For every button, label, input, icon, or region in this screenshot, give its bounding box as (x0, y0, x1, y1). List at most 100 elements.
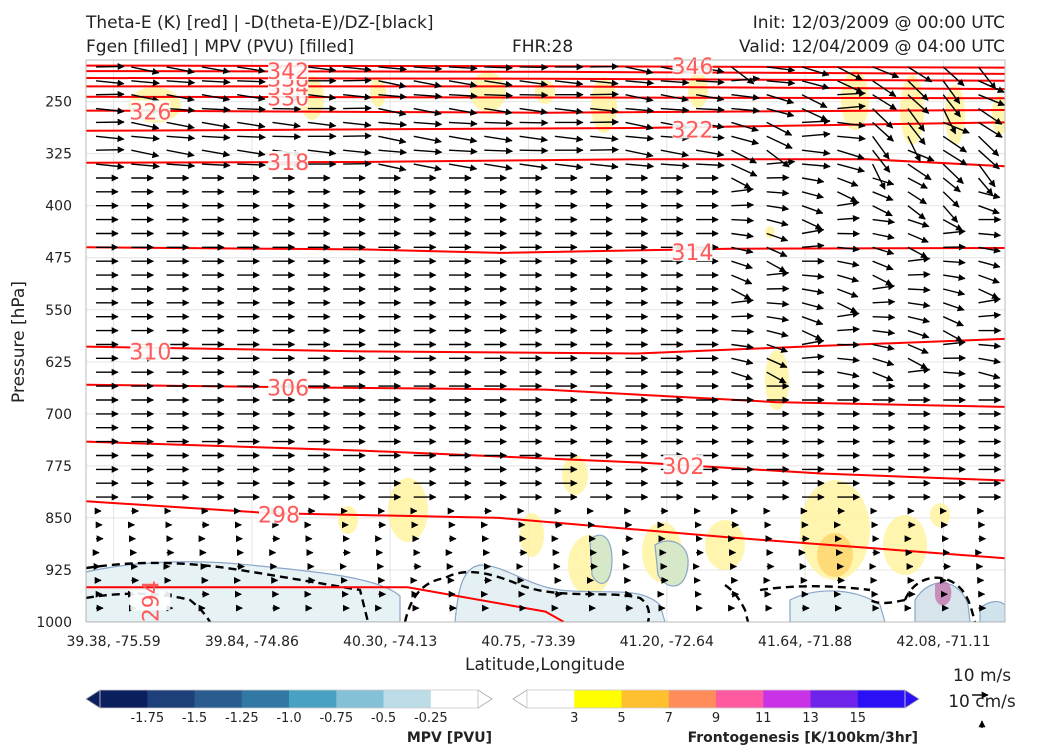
wind-vector (837, 149, 865, 160)
wind-vector (978, 121, 1003, 138)
wind-vector (731, 75, 760, 83)
wind-vector (131, 94, 160, 103)
wind-vector (942, 205, 959, 223)
wind-vector (801, 80, 830, 90)
wind-vector (237, 78, 266, 86)
y-tick-label: 925 (45, 563, 72, 579)
wind-vector (448, 147, 478, 155)
wind-reference: 10 m/s 10 cm/s (948, 666, 1016, 728)
theta-e-label-bg (672, 241, 713, 262)
fgen-blob (470, 72, 506, 112)
wind-vector (942, 108, 957, 135)
wind-vector (343, 148, 372, 156)
wind-vector (378, 65, 407, 73)
y-tick-label: 475 (45, 251, 72, 267)
wind-vector (872, 298, 896, 306)
wind-vector (343, 160, 372, 168)
theta-e-label-bg (672, 118, 713, 139)
wind-vector (801, 316, 824, 326)
wind-vector (237, 121, 266, 130)
init-time: Init: 12/03/2009 @ 00:00 UTC (752, 13, 1005, 33)
wind-vector (625, 121, 654, 131)
title-line-1: Theta-E (K) [red] | -D(theta-E)/DZ-[blac… (86, 13, 434, 33)
wind-vector (801, 288, 825, 296)
wind-vector (872, 80, 897, 98)
mpv_colorbar-swatch (241, 690, 290, 708)
wind-vector (872, 205, 893, 217)
mpv_colorbar-swatch (336, 690, 385, 708)
wind-vector (872, 357, 895, 367)
theta-e-contour-322 (86, 121, 1005, 132)
wind-vector (378, 120, 407, 128)
wind-vector (978, 231, 1002, 239)
wind-vector (942, 135, 967, 153)
wind-reference-horizontal: 10 m/s (953, 666, 1011, 686)
wind-vector (978, 80, 1005, 93)
wind-vector (131, 79, 160, 87)
wind-vector (766, 79, 796, 87)
x-tick-label: 40.75, -73.39 (481, 634, 575, 650)
wind-vector (95, 135, 125, 143)
stability-contour (86, 561, 370, 622)
wind-vector (942, 163, 964, 185)
theta-e-label-bg (268, 60, 309, 81)
theta-e-label: 346 (672, 55, 714, 80)
wind-vector (448, 120, 478, 128)
wind-vector (448, 80, 478, 89)
wind-vector (201, 133, 231, 141)
y-tick-label: 325 (45, 147, 72, 163)
theta-e-label: 322 (672, 118, 714, 143)
wind-vector (801, 107, 829, 122)
theta-e-label: 310 (129, 340, 171, 365)
mpv_colorbar-tick-label: -1.5 (182, 711, 207, 726)
wind-vector (731, 163, 758, 177)
theta-e-label: 342 (267, 60, 309, 85)
wind-vector (907, 135, 921, 163)
y-tick-label: 700 (45, 407, 72, 423)
wind-vector (625, 66, 654, 75)
wind-vector (942, 302, 965, 312)
stability-contour (759, 585, 871, 592)
wind-vector (484, 107, 513, 116)
wind-vector (166, 66, 195, 75)
fgen_colorbar-swatch (574, 690, 623, 708)
wind-vector (801, 117, 831, 125)
wind-vector (801, 242, 825, 250)
wind-vector (625, 149, 654, 159)
wind-vector (237, 133, 266, 141)
wind-vector (801, 338, 825, 346)
wind-vector (766, 204, 790, 212)
wind-vector (519, 147, 549, 155)
wind-vector (166, 149, 195, 158)
theta-e-label: 302 (662, 455, 704, 480)
wind-vector (907, 80, 929, 101)
wind-vector (801, 272, 825, 280)
wind-vector (237, 94, 266, 102)
wind-vector (131, 162, 160, 170)
mpv_colorbar-tick-label: -0.5 (371, 711, 396, 726)
wind-vector (731, 327, 755, 335)
wind-vector (907, 66, 933, 83)
wind-vector (801, 177, 825, 185)
wind-vector (731, 135, 760, 146)
wind-vector (237, 149, 266, 158)
wind-vector (554, 107, 584, 115)
wind-vector (413, 135, 442, 144)
wind-vector (307, 121, 337, 129)
fgen-colorbar: 3 5 7 9 11 13 15 Frontogenesis [K/100km/3hr] (512, 689, 920, 746)
wind-vector (907, 271, 931, 279)
y-tick-label: 850 (45, 511, 72, 527)
wind-vector (343, 93, 372, 101)
mpv_colorbar-tick-label: -0.75 (319, 711, 353, 726)
wind-vector (625, 134, 655, 142)
wind-vector (95, 63, 125, 71)
stability-contour (903, 576, 977, 622)
fgen_colorbar-tick-label: 15 (850, 711, 867, 726)
theta-e-contour-342 (86, 70, 1005, 75)
fgen_colorbar-swatch (621, 690, 670, 708)
wind-vector (837, 288, 859, 298)
wind-vector (307, 93, 337, 101)
wind-vector (766, 357, 788, 368)
mpv_colorbar-extend-right (477, 689, 493, 709)
wind-vector (484, 147, 513, 155)
